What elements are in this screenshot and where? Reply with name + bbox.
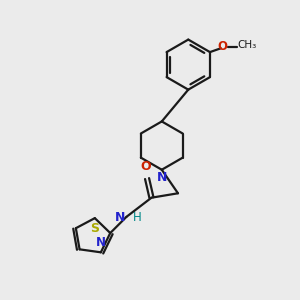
Text: N: N [115,211,125,224]
Text: S: S [90,222,99,235]
Text: O: O [141,160,151,173]
Text: O: O [217,40,227,53]
Text: N: N [96,236,106,249]
Text: H: H [133,211,142,224]
Text: CH₃: CH₃ [238,40,257,50]
Text: N: N [157,171,167,184]
